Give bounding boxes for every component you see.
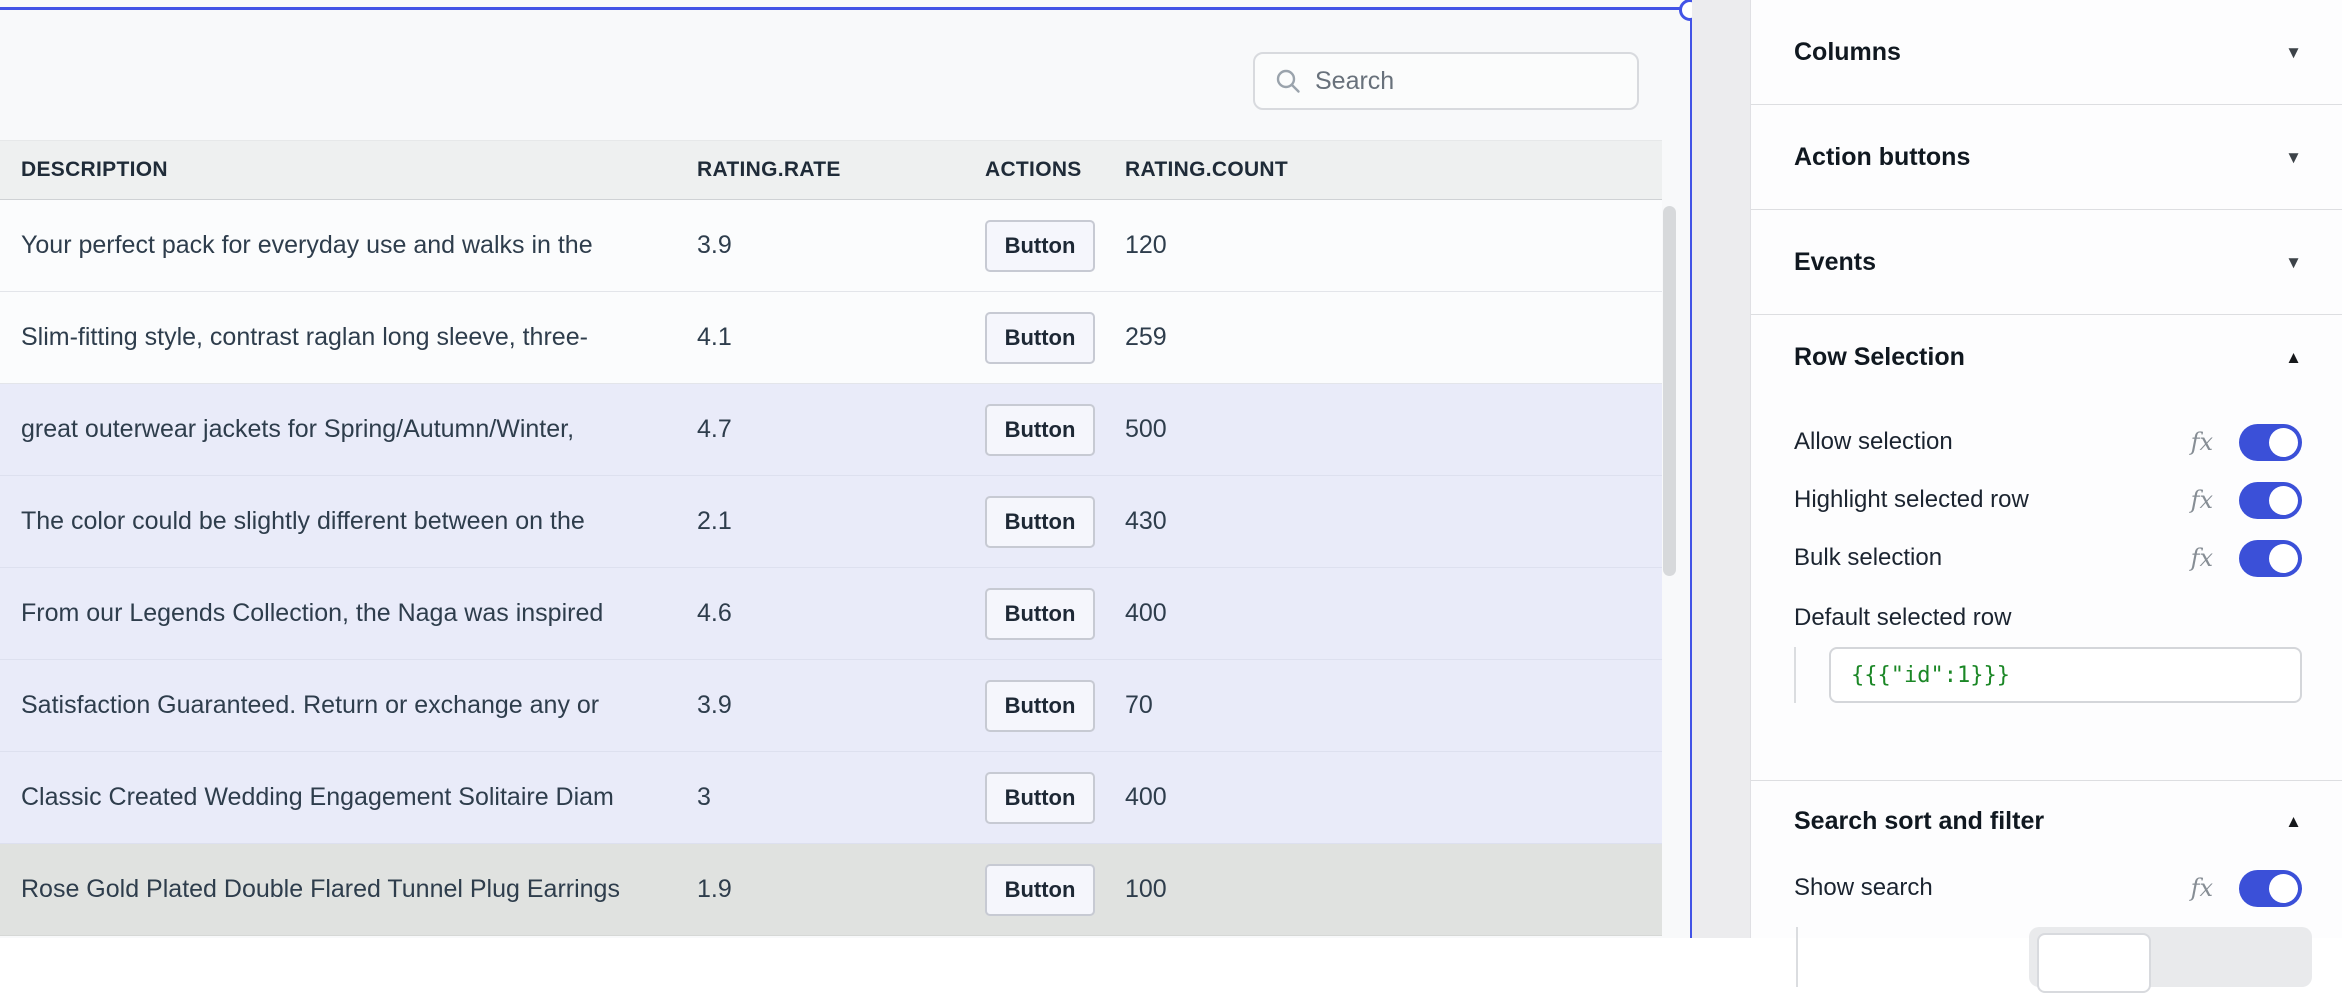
column-header-description[interactable]: DESCRIPTION (21, 158, 168, 181)
table-row[interactable]: Slim-fitting style, contrast raglan long… (0, 292, 1662, 384)
fx-icon[interactable]: fx (2190, 486, 2213, 514)
section-search-sort-filter: Search sort and filter ▲ Show search fx (1751, 781, 2342, 993)
cell-description: Classic Created Wedding Engagement Solit… (21, 783, 614, 811)
section-title: Search sort and filter (1794, 806, 2045, 835)
row-action-button[interactable]: Button (985, 587, 1095, 640)
row-action-button[interactable]: Button (985, 495, 1095, 548)
search-placeholder: Search (1315, 66, 1395, 95)
section-title: Columns (1794, 37, 1901, 66)
section-title: Events (1794, 247, 1876, 276)
column-header-rating-count[interactable]: RATING.COUNT (1125, 158, 1289, 181)
chevron-down-icon[interactable]: ▼ (2285, 252, 2302, 272)
control-label: Show search (1794, 874, 1933, 901)
control-show-search: Show search fx (1794, 859, 2302, 917)
cell-rating-rate: 3.9 (697, 691, 732, 719)
show-search-toggle[interactable] (2239, 869, 2302, 907)
control-allow-selection: Allow selection fx (1794, 413, 2302, 471)
section-columns[interactable]: Columns ▼ (1751, 0, 2342, 105)
cell-description: Rose Gold Plated Double Flared Tunnel Pl… (21, 875, 620, 903)
cell-rating-rate: 3.9 (697, 231, 732, 259)
indent-guide (1796, 927, 1798, 987)
cell-rating-count: 430 (1125, 507, 1167, 535)
section-header[interactable]: Row Selection ▲ (1794, 341, 2302, 373)
default-selected-row-input-wrap: {{{"id":1}}} (1794, 647, 2302, 703)
canvas-gutter (1692, 0, 1750, 938)
search-icon (1275, 68, 1302, 95)
section-title: Action buttons (1794, 142, 1971, 171)
column-header-actions[interactable]: ACTIONS (985, 158, 1082, 181)
chevron-up-icon[interactable]: ▲ (2285, 347, 2302, 367)
row-action-button[interactable]: Button (985, 219, 1095, 272)
chevron-down-icon[interactable]: ▼ (2285, 147, 2302, 167)
cell-rating-count: 400 (1125, 599, 1167, 627)
table-header-row: DESCRIPTION RATING.RATE ACTIONS RATING.C… (0, 140, 1662, 200)
control-label: Allow selection (1794, 428, 1953, 455)
default-selected-row-label: Default selected row (1794, 604, 2012, 631)
table-row[interactable]: Classic Created Wedding Engagement Solit… (0, 752, 1662, 844)
cell-rating-count: 500 (1125, 415, 1167, 443)
control-label: Highlight selected row (1794, 486, 2029, 513)
cell-description: Your perfect pack for everyday use and w… (21, 231, 593, 259)
inspector-panel: Columns ▼ Action buttons ▼ Events ▼ Row … (1750, 0, 2342, 993)
section-title: Row Selection (1794, 342, 1965, 371)
row-action-button[interactable]: Button (985, 771, 1095, 824)
table-scrollbar-thumb[interactable] (1663, 206, 1676, 576)
section-action-buttons[interactable]: Action buttons ▼ (1751, 105, 2342, 210)
table-row[interactable]: From our Legends Collection, the Naga wa… (0, 568, 1662, 660)
row-action-button[interactable]: Button (985, 311, 1095, 364)
cell-description: Satisfaction Guaranteed. Return or excha… (21, 691, 600, 719)
section-row-selection: Row Selection ▲ Allow selection fx Highl… (1751, 315, 2342, 781)
cell-rating-count: 70 (1125, 691, 1153, 719)
toggle-knob (2269, 427, 2298, 457)
table-row[interactable]: great outerwear jackets for Spring/Autum… (0, 384, 1662, 476)
cell-description: From our Legends Collection, the Naga wa… (21, 599, 604, 627)
bulk-selection-toggle[interactable] (2239, 539, 2302, 577)
highlight-selected-row-toggle[interactable] (2239, 481, 2302, 519)
toggle-knob (2269, 485, 2298, 515)
section-events[interactable]: Events ▼ (1751, 210, 2342, 315)
editor-canvas: Search DESCRIPTION RATING.RATE ACTIONS R… (0, 0, 1692, 938)
table-row[interactable]: The color could be slightly different be… (0, 476, 1662, 568)
row-action-button[interactable]: Button (985, 863, 1095, 916)
cell-rating-count: 259 (1125, 323, 1167, 351)
cell-description: Slim-fitting style, contrast raglan long… (21, 323, 588, 351)
cell-rating-rate: 3 (697, 783, 711, 811)
cell-rating-rate: 4.7 (697, 415, 732, 443)
fx-icon[interactable]: fx (2190, 874, 2213, 902)
toggle-knob (2269, 543, 2298, 573)
allow-selection-toggle[interactable] (2239, 423, 2302, 461)
control-highlight-selected-row: Highlight selected row fx (1794, 471, 2302, 529)
chevron-up-icon[interactable]: ▲ (2285, 811, 2302, 831)
row-action-button[interactable]: Button (985, 403, 1095, 456)
cell-description: great outerwear jackets for Spring/Autum… (21, 415, 575, 443)
column-header-rating-rate[interactable]: RATING.RATE (697, 158, 841, 181)
control-bulk-selection: Bulk selection fx (1794, 529, 2302, 587)
toggle-knob (2269, 873, 2298, 903)
cell-rating-count: 120 (1125, 231, 1167, 259)
selection-resize-handle[interactable] (1679, 0, 1692, 21)
cell-rating-rate: 1.9 (697, 875, 732, 903)
chevron-down-icon[interactable]: ▼ (2285, 42, 2302, 62)
fx-icon[interactable]: fx (2190, 428, 2213, 456)
row-action-button[interactable]: Button (985, 679, 1095, 732)
code-expression: {{{"id":1}}} (1851, 662, 2010, 688)
cell-rating-rate: 2.1 (697, 507, 732, 535)
control-label: Bulk selection (1794, 544, 1943, 571)
table-row[interactable]: Your perfect pack for everyday use and w… (0, 200, 1662, 292)
segmented-control-partial[interactable] (2029, 927, 2312, 993)
cell-description: The color could be slightly different be… (21, 507, 585, 535)
table-row[interactable]: Rose Gold Plated Double Flared Tunnel Pl… (0, 844, 1662, 936)
cell-rating-rate: 4.6 (697, 599, 732, 627)
cell-rating-rate: 4.1 (697, 323, 732, 351)
cell-rating-count: 400 (1125, 783, 1167, 811)
table-row[interactable]: Satisfaction Guaranteed. Return or excha… (0, 660, 1662, 752)
section-header[interactable]: Search sort and filter ▲ (1794, 805, 2302, 837)
segmented-control-selected-option[interactable] (2037, 933, 2151, 993)
cell-rating-count: 100 (1125, 875, 1167, 903)
table-search-input[interactable]: Search (1253, 52, 1639, 110)
product-table: DESCRIPTION RATING.RATE ACTIONS RATING.C… (0, 140, 1662, 936)
fx-icon[interactable]: fx (2190, 544, 2213, 572)
default-selected-row-input[interactable]: {{{"id":1}}} (1829, 647, 2302, 703)
